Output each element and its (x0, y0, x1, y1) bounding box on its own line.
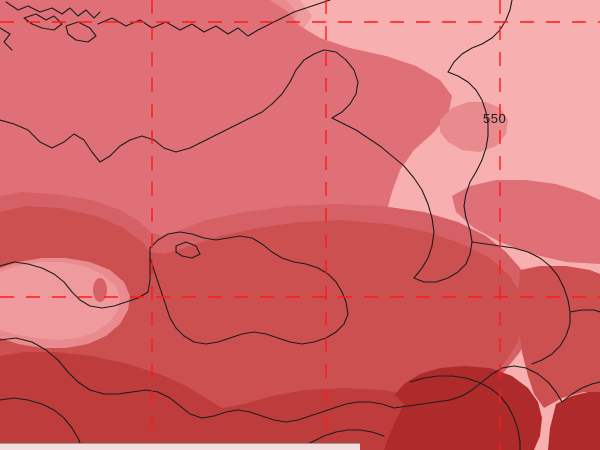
border-balkan-south (299, 429, 385, 449)
band-light-lobe-core (0, 262, 120, 340)
border-east-extra (569, 309, 600, 313)
border-poland-east (413, 71, 489, 283)
coast-fragment-c (0, 27, 13, 51)
coast-island-a (23, 13, 63, 31)
border-poland-north (331, 117, 435, 279)
border-ukraine (471, 241, 571, 365)
band-darkest-red-west (308, 396, 404, 450)
border-romania-west (561, 381, 600, 403)
band-salmon (0, 0, 452, 258)
band-darkest-red-east-edge (548, 392, 600, 450)
coast-denmark-peninsula (271, 49, 359, 119)
border-slovakia-south (409, 375, 521, 450)
border-poland-northeast (447, 0, 513, 73)
border-hungary-slovakia (393, 365, 563, 409)
band-right-edge-medium (518, 266, 600, 408)
band-salmon-tongue-northeast (452, 180, 600, 264)
contour-label-550: 550 (483, 111, 507, 126)
coast-jutland (5, 1, 101, 19)
band-lobe-inner-spot (93, 278, 107, 302)
inland-lake-detail (175, 241, 201, 259)
border-alps-austria (0, 337, 395, 423)
coast-dutch-german (0, 103, 273, 163)
coast-baltic-north (257, 0, 331, 31)
band-medium-tongue (440, 102, 508, 152)
band-darkest-red (368, 366, 542, 450)
coast-northgermany (97, 17, 259, 37)
border-czechia (149, 231, 349, 345)
border-germany-south (0, 251, 151, 309)
coast-island-b (65, 21, 97, 43)
border-swiss-italy (0, 397, 83, 449)
colorbar-strip[interactable] (0, 443, 360, 450)
